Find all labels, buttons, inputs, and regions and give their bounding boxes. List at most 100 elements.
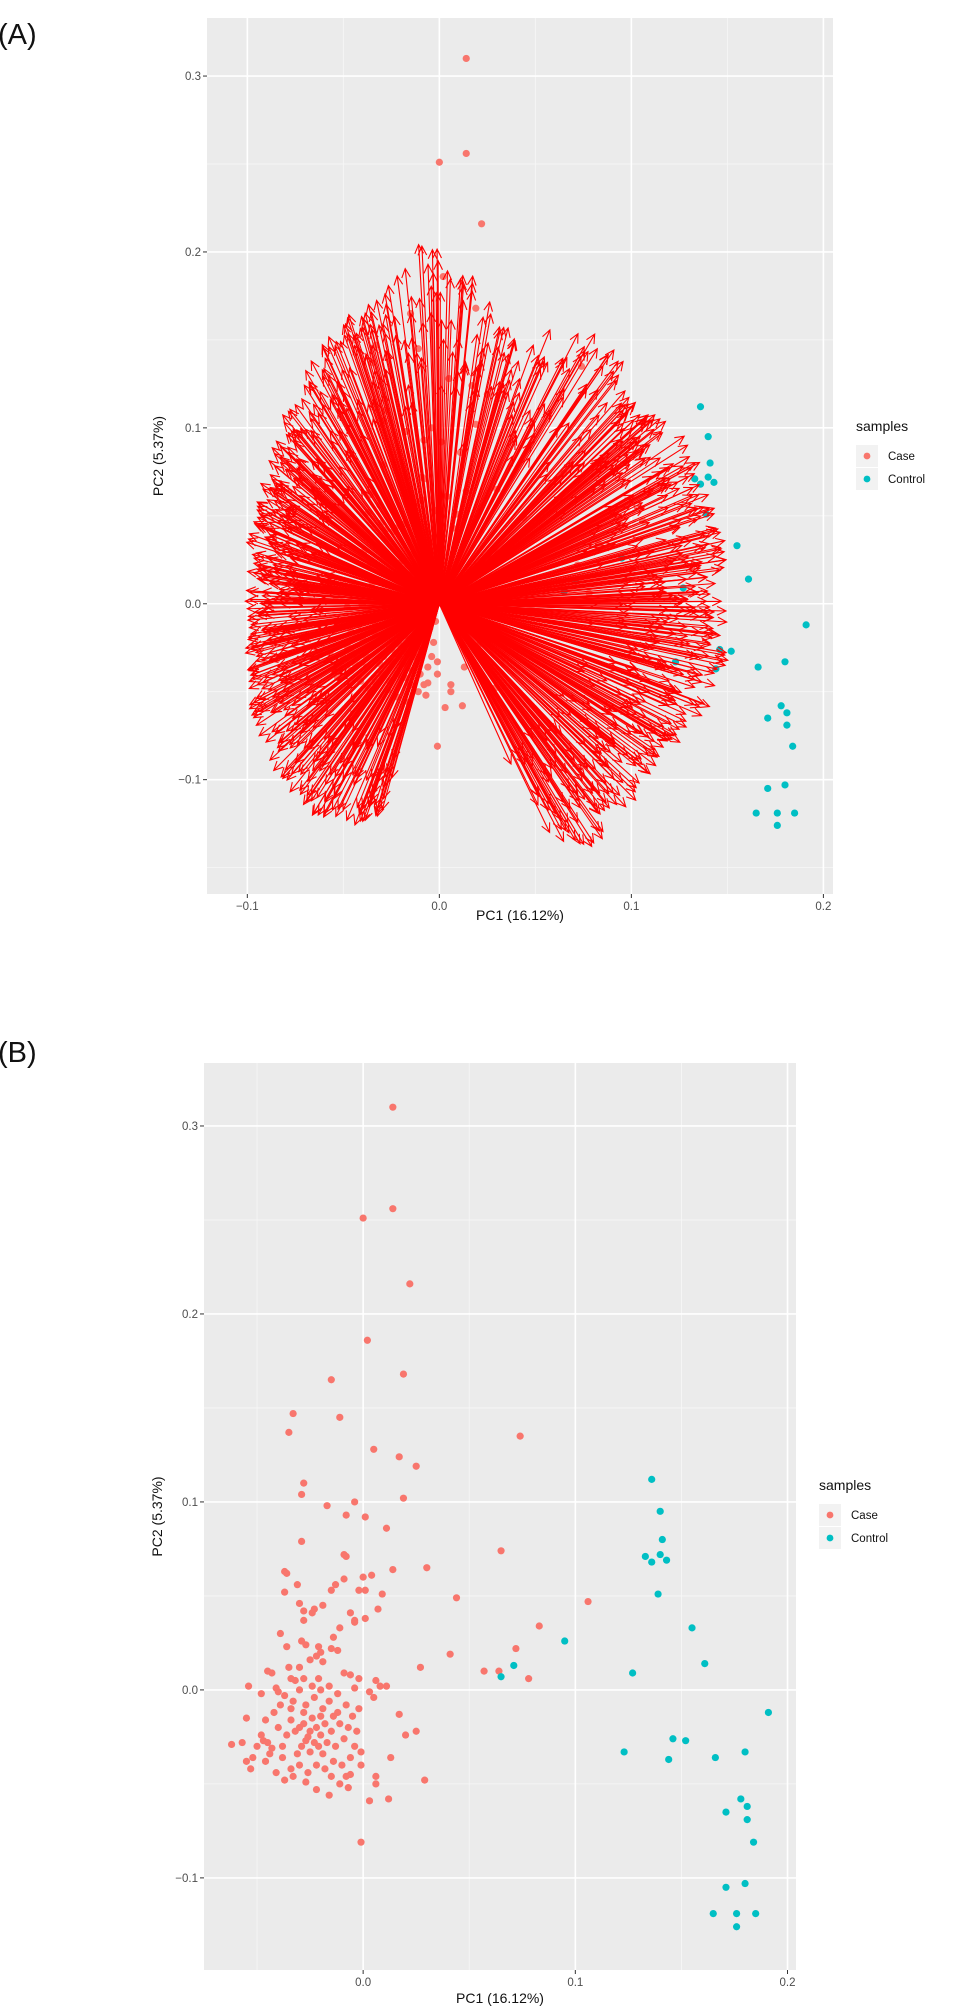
control-sample-point (658, 1535, 666, 1544)
loading-arrow (334, 603, 440, 778)
loading-arrow (281, 571, 440, 605)
loading-arrow (438, 603, 595, 844)
case-sample-point (302, 1641, 310, 1649)
loading-arrow (316, 603, 440, 701)
case-sample-point (281, 1776, 289, 1784)
case-sample-point (323, 1502, 331, 1510)
case-sample-point (355, 1586, 363, 1594)
case-sample-point (287, 1765, 295, 1773)
plot-background (204, 1063, 796, 1970)
loading-arrow (324, 581, 440, 605)
loading-arrow (321, 603, 440, 705)
loading-arrow (438, 603, 512, 766)
loading-arrow (438, 603, 657, 767)
case-sample-point (429, 638, 438, 647)
case-sample-point (329, 1712, 338, 1720)
case-sample-point (389, 1103, 397, 1111)
loading-arrow (428, 272, 440, 604)
case-sample-point (300, 1616, 308, 1624)
control-sample-point (706, 459, 714, 467)
x-tick-label: 0.2 (780, 1977, 796, 1989)
case-sample-point (374, 1605, 382, 1613)
case-sample-point (302, 1778, 310, 1786)
case-sample-point (376, 1682, 384, 1690)
loading-arrow (439, 603, 688, 722)
case-sample-point (317, 1686, 325, 1694)
case-sample-point (420, 681, 428, 689)
loading-arrow (318, 502, 440, 605)
case-sample-point (244, 1682, 253, 1690)
loading-arrow (260, 603, 440, 690)
control-sample-point (648, 1475, 656, 1483)
case-sample-point (516, 1432, 524, 1440)
legend-label-case: Case (851, 1510, 878, 1522)
case-sample-point (355, 1705, 363, 1713)
x-axis-title: PC1 (16.12%) (476, 907, 564, 923)
loading-arrow (439, 586, 709, 605)
case-sample-point (283, 1569, 291, 1577)
loading-arrow (336, 380, 440, 605)
loading-arrow (376, 323, 440, 604)
case-sample-point (285, 1663, 293, 1671)
case-sample-point (359, 1214, 367, 1222)
case-sample-point (257, 1690, 265, 1698)
loading-arrow (267, 603, 440, 634)
loading-arrow (438, 603, 601, 816)
case-sample-point (264, 1738, 272, 1747)
case-sample-point (401, 1731, 410, 1739)
case-sample-point (306, 1656, 314, 1664)
case-sample-point (319, 1601, 327, 1609)
legend: samples Case Control (819, 1477, 888, 1549)
loading-arrow (439, 573, 708, 605)
case-sample-point (304, 1769, 312, 1777)
control-sample-point (682, 1737, 690, 1745)
legend-key-case-icon (826, 1511, 834, 1519)
case-sample-point (317, 1648, 325, 1656)
loading-arrow (438, 603, 627, 808)
case-sample-point (359, 1573, 367, 1581)
case-sample-point (441, 703, 449, 712)
loading-arrow (438, 603, 534, 760)
control-sample-point (733, 542, 741, 550)
case-sample-point (577, 362, 586, 370)
case-sample-point (300, 1607, 308, 1615)
loading-arrow (373, 603, 440, 815)
case-sample-point (268, 1744, 276, 1752)
loading-arrow (271, 603, 440, 698)
case-sample-point (395, 1710, 403, 1718)
case-sample-point (302, 1701, 310, 1709)
case-sample-point (242, 1757, 251, 1765)
case-sample-point (321, 1765, 329, 1773)
control-sample-point (783, 721, 791, 729)
loading-arrow (285, 433, 440, 605)
case-sample-point (346, 1671, 355, 1679)
case-sample-point (378, 1590, 386, 1598)
case-sample-point (422, 691, 430, 699)
case-sample-point (274, 1688, 282, 1696)
loading-arrow (272, 541, 440, 605)
loading-arrow (439, 537, 727, 605)
loading-arrow (438, 341, 492, 604)
control-sample-point (764, 714, 772, 722)
loading-arrow (439, 484, 701, 605)
x-tick-label: 0.2 (815, 901, 831, 913)
loading-arrow (439, 545, 723, 605)
loading-arrow (438, 427, 625, 605)
loading-arrow (438, 353, 609, 605)
loading-arrow (439, 603, 638, 716)
control-sample-point (701, 1659, 709, 1668)
loading-arrow (304, 428, 440, 605)
case-sample-point (329, 1633, 338, 1641)
loading-arrow (279, 461, 440, 605)
control-sample-point (654, 1590, 662, 1598)
y-tick-label: 0.0 (185, 599, 201, 611)
case-sample-point (361, 1614, 369, 1623)
loading-arrow (329, 429, 440, 605)
panel-a-biplot: (A) −0.1 0.0 0.1 0.2 −0.1 0.0 0.1 0.2 0.3 PC1 (16.… (0, 18, 925, 923)
loading-arrow (439, 514, 703, 605)
control-sample-point (656, 1550, 664, 1559)
case-sample-point (270, 1708, 278, 1717)
case-sample-point (355, 1675, 363, 1683)
loading-arrow (381, 292, 440, 604)
